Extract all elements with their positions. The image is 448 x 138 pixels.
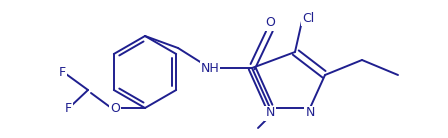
Text: F: F bbox=[65, 102, 72, 115]
Text: N: N bbox=[265, 107, 275, 120]
Text: N: N bbox=[306, 107, 314, 120]
Text: Cl: Cl bbox=[302, 11, 314, 25]
Text: O: O bbox=[265, 17, 275, 30]
Text: NH: NH bbox=[201, 62, 220, 75]
Text: F: F bbox=[58, 66, 65, 79]
Text: O: O bbox=[110, 102, 120, 115]
